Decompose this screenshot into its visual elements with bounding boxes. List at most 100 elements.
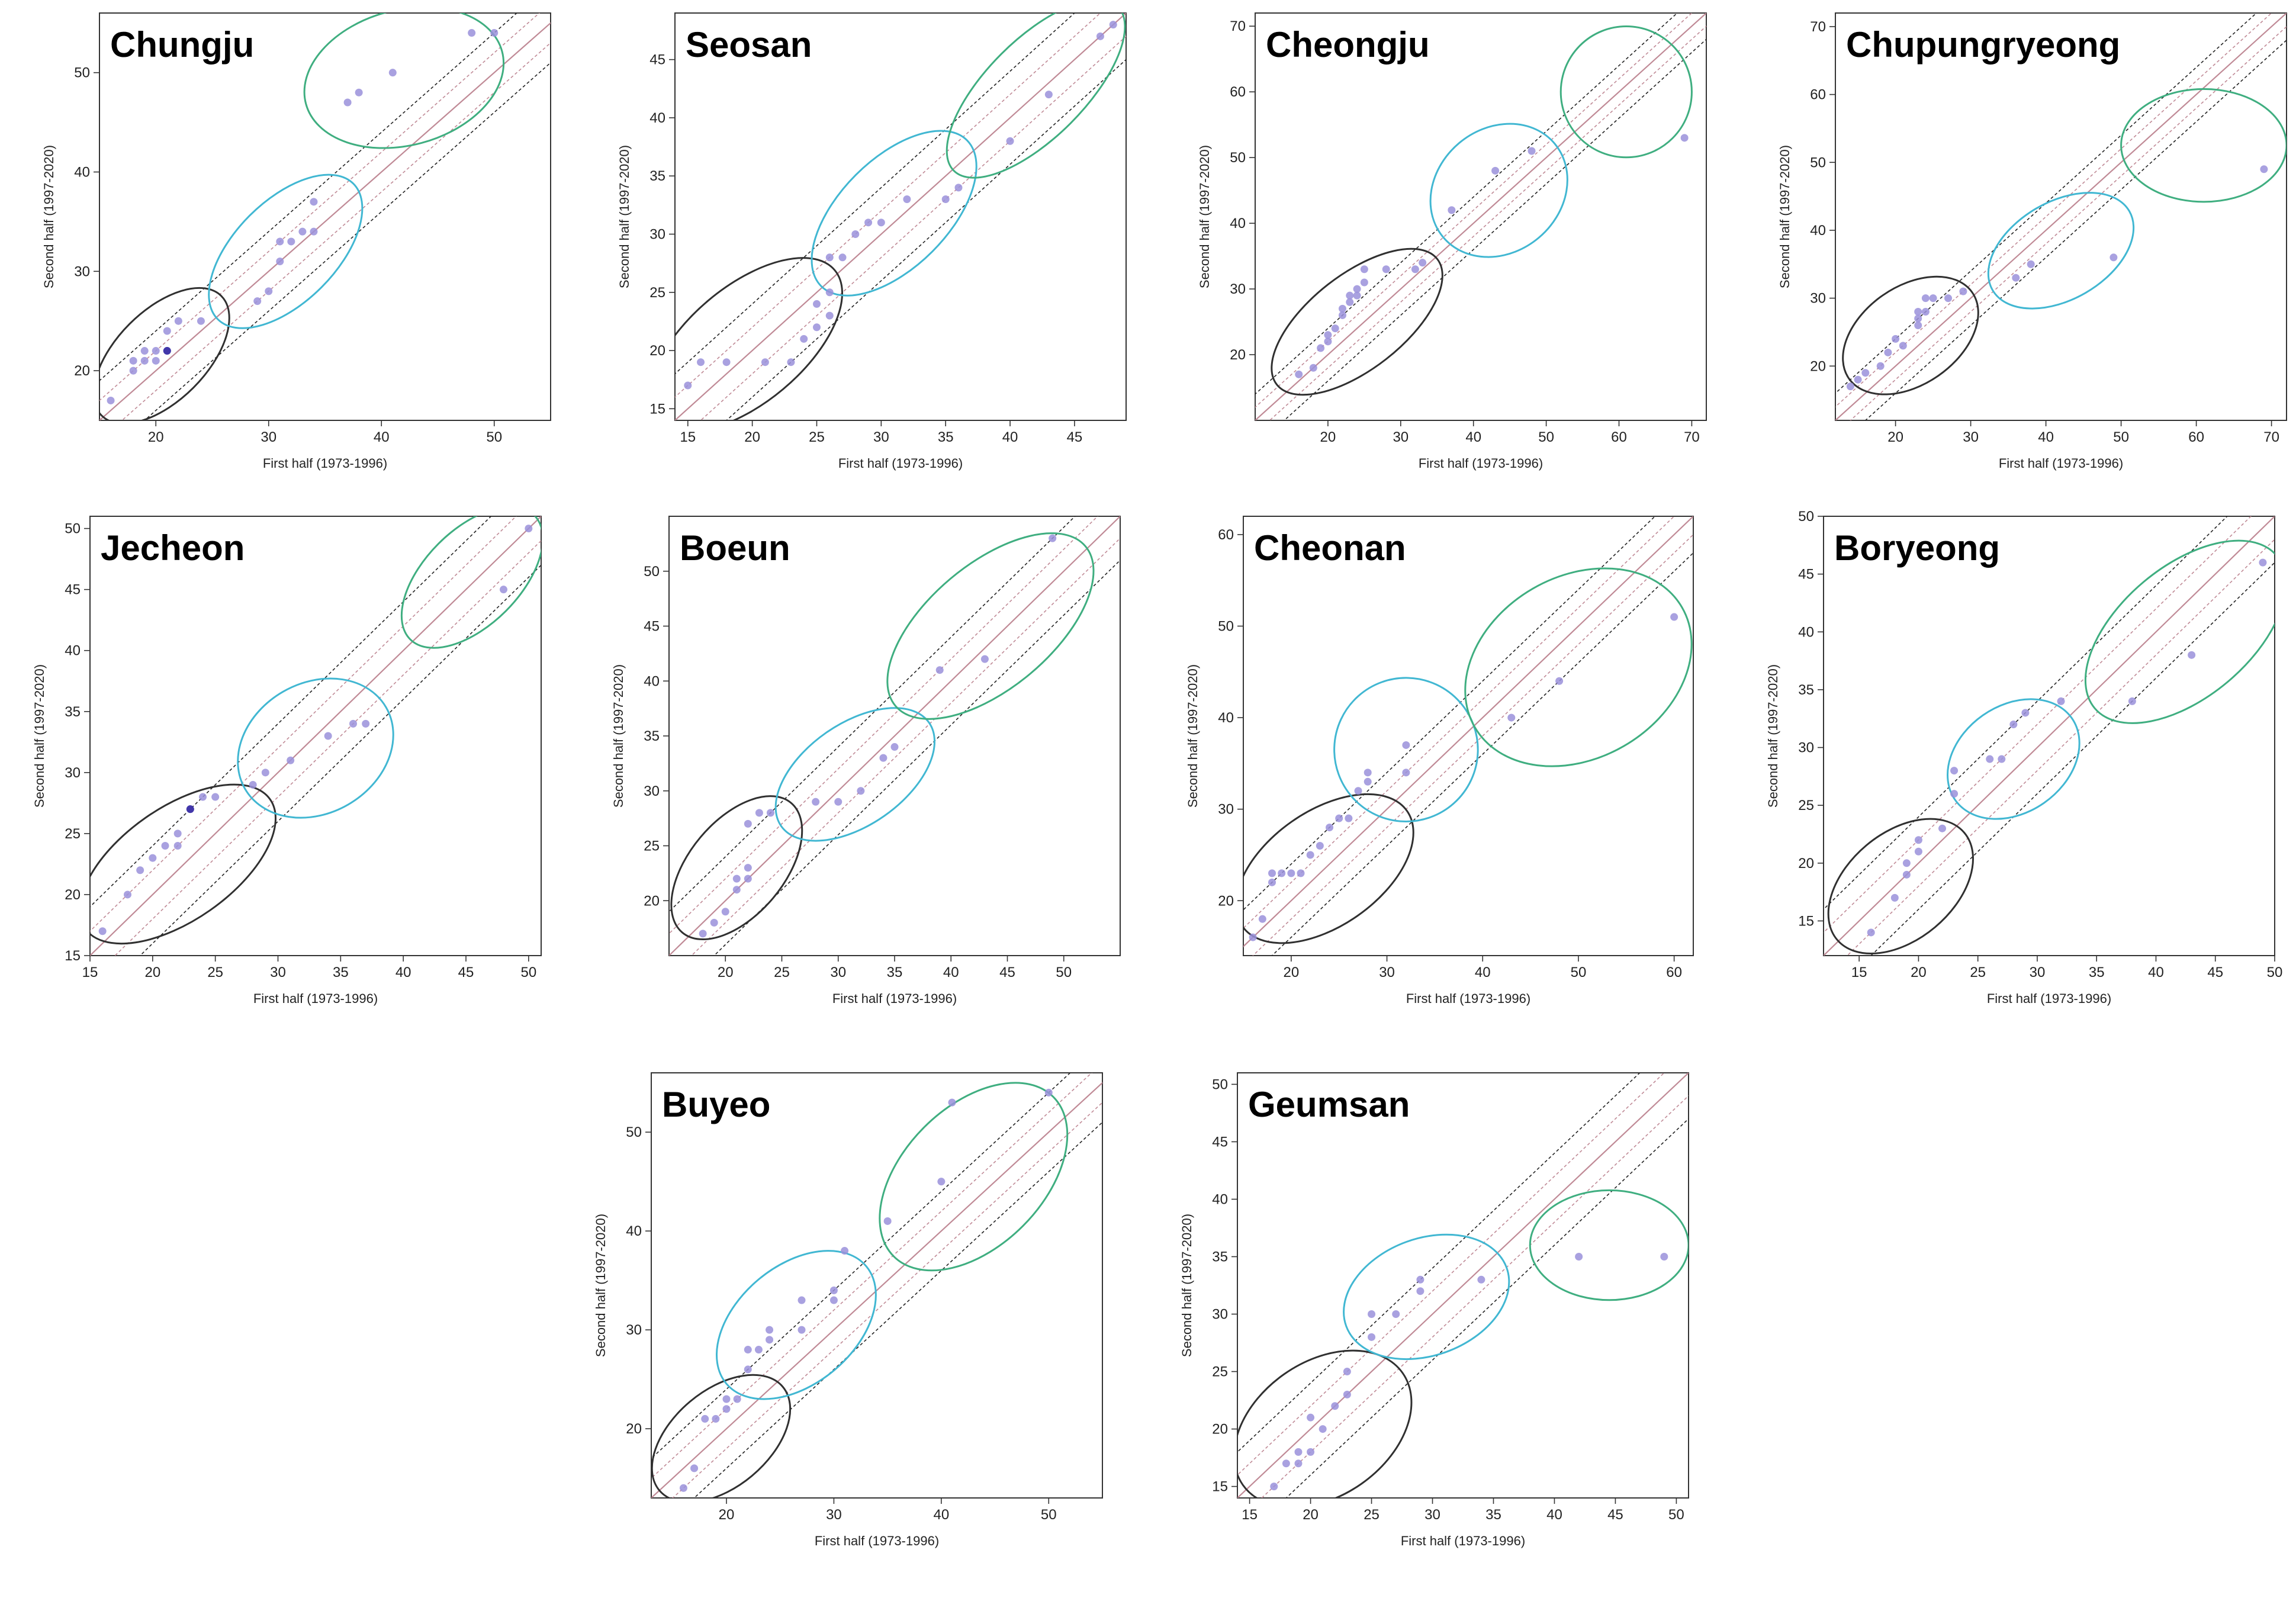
y-tick-label: 50 [626, 1124, 642, 1140]
data-point [355, 88, 363, 97]
y-tick-label: 20 [1218, 893, 1234, 909]
y-tick-label: 25 [644, 838, 660, 854]
identity-line [1255, 13, 1706, 420]
data-point [149, 854, 157, 862]
x-tick-label: 15 [1242, 1507, 1258, 1523]
data-point [1368, 1333, 1376, 1341]
y-axis-title: Second half (1997-2020) [32, 664, 47, 808]
x-tick-label: 40 [1546, 1507, 1562, 1523]
x-tick-label: 25 [1364, 1507, 1379, 1523]
identity-line [1824, 516, 2275, 956]
y-tick-label: 35 [649, 168, 665, 184]
y-tick-label: 60 [1810, 87, 1826, 103]
plot-frame [674, 12, 1127, 421]
plot-area [1835, 13, 2287, 420]
interval-line [675, 13, 1076, 375]
y-tick-label: 50 [1212, 1076, 1228, 1092]
x-tick-label: 40 [934, 1507, 950, 1523]
cluster-ellipse-high [1559, 25, 1693, 159]
data-point [980, 655, 989, 663]
x-tick-label: 70 [1684, 429, 1700, 445]
y-tick-label: 30 [1218, 802, 1234, 818]
data-point [722, 1395, 731, 1403]
data-point [1353, 291, 1361, 300]
data-point [500, 586, 507, 594]
data-point [1402, 741, 1410, 749]
data-point [1670, 613, 1678, 621]
data-point [766, 1336, 774, 1344]
interval-line [1252, 533, 1693, 956]
panel-geumsan: 15 20 25 30 35 40 45 50 15 20 25 30 35 40 45 50 First ha… [1179, 1072, 1689, 1548]
data-point [2009, 720, 2018, 728]
plot-area [1243, 516, 1693, 956]
cluster-ellipse-high [2084, 539, 2275, 724]
x-tick-label: 20 [1911, 964, 1927, 980]
y-tick-label: 20 [1810, 358, 1826, 374]
data-point [107, 396, 115, 404]
x-tick-label: 50 [520, 964, 536, 980]
y-tick-label: 20 [74, 363, 90, 379]
y-tick-label: 50 [644, 564, 660, 580]
interval-line [114, 540, 541, 956]
data-point [1278, 869, 1286, 877]
y-axis-title: Second half (1997-2020) [1766, 664, 1780, 808]
data-point [129, 366, 137, 375]
data-point [754, 1346, 763, 1354]
y-axis-title: Second half (1997-2020) [617, 145, 632, 288]
data-point [744, 819, 752, 828]
y-tick-label: 70 [1810, 19, 1826, 35]
cluster-ellipse-high [1464, 567, 1693, 767]
y-tick-label: 50 [74, 65, 90, 81]
data-point [877, 218, 885, 227]
data-point [186, 805, 194, 814]
data-point [1921, 308, 1930, 316]
identity-line [1243, 516, 1693, 948]
x-tick-label: 60 [1666, 964, 1682, 980]
plot-area [1255, 13, 1706, 420]
data-point [712, 1414, 720, 1423]
x-tick-label: 70 [2263, 429, 2279, 445]
data-point [1317, 344, 1325, 352]
plot-area [99, 13, 551, 420]
x-tick-label: 15 [1851, 964, 1867, 980]
y-tick-label: 25 [649, 285, 665, 301]
x-tick-label: 15 [680, 429, 696, 445]
data-point [761, 358, 769, 366]
data-point [1392, 1310, 1400, 1319]
x-tick-label: 35 [1485, 1507, 1501, 1523]
data-point [825, 288, 834, 297]
cluster-ellipse-high [303, 13, 505, 149]
cluster-ellipse-low [90, 783, 277, 945]
x-tick-label: 20 [144, 964, 160, 980]
data-point [1402, 769, 1410, 777]
plot-frame [1835, 12, 2287, 421]
x-tick-label: 45 [999, 964, 1015, 980]
cluster-ellipse-low [1827, 818, 1975, 955]
y-tick-label: 40 [1810, 223, 1826, 239]
data-point [1416, 1287, 1424, 1295]
data-point [525, 525, 533, 533]
y-tick-label: 35 [1798, 682, 1814, 698]
y-tick-label: 30 [626, 1322, 642, 1338]
data-point [362, 719, 370, 728]
data-point [1660, 1252, 1668, 1261]
data-point [1307, 1413, 1315, 1422]
x-tick-label: 40 [374, 429, 390, 445]
data-point [1368, 1310, 1376, 1319]
x-tick-label: 25 [207, 964, 223, 980]
y-tick-label: 30 [74, 263, 90, 279]
data-point [1319, 1425, 1327, 1433]
data-point [1249, 933, 1257, 941]
data-point [2027, 260, 2035, 268]
x-tick-label: 35 [887, 964, 903, 980]
data-point [732, 886, 741, 894]
data-point [1884, 348, 1892, 356]
data-point [1419, 259, 1427, 267]
station-title: Cheonan [1254, 528, 1406, 568]
data-point [1846, 382, 1854, 391]
interval-line [1846, 538, 2275, 956]
x-tick-label: 45 [1607, 1507, 1623, 1523]
x-tick-label: 20 [1320, 429, 1336, 445]
cluster-ellipse-low [675, 257, 844, 420]
